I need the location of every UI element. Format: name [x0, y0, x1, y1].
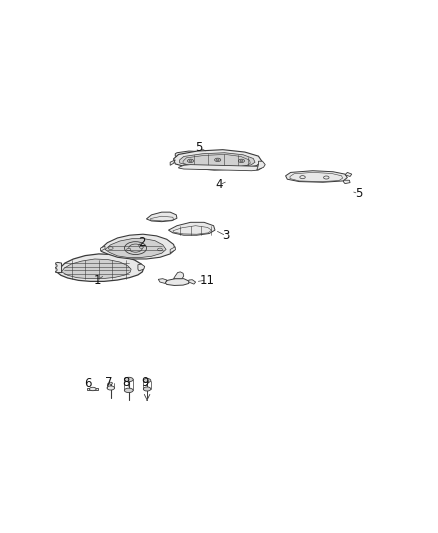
Text: 7: 7	[105, 376, 112, 389]
Text: 4: 4	[215, 179, 223, 191]
Polygon shape	[158, 279, 167, 284]
Ellipse shape	[127, 248, 131, 251]
Text: 2: 2	[138, 236, 146, 248]
Polygon shape	[343, 180, 350, 184]
Polygon shape	[101, 234, 175, 259]
Text: 8: 8	[122, 376, 130, 390]
Ellipse shape	[51, 268, 57, 272]
Ellipse shape	[143, 378, 151, 383]
Polygon shape	[57, 254, 144, 281]
Polygon shape	[173, 150, 262, 170]
Polygon shape	[87, 388, 98, 390]
Polygon shape	[257, 161, 265, 170]
Ellipse shape	[89, 387, 96, 391]
Ellipse shape	[124, 388, 133, 393]
Polygon shape	[51, 262, 61, 272]
Polygon shape	[138, 264, 145, 271]
Ellipse shape	[143, 387, 151, 391]
Ellipse shape	[189, 160, 192, 161]
Polygon shape	[61, 259, 131, 279]
Polygon shape	[169, 222, 215, 235]
Ellipse shape	[216, 159, 219, 161]
Polygon shape	[170, 160, 175, 165]
Text: 5: 5	[355, 187, 362, 200]
Ellipse shape	[51, 264, 57, 268]
Polygon shape	[180, 153, 255, 168]
Text: 11: 11	[199, 273, 214, 287]
Polygon shape	[173, 272, 184, 279]
Polygon shape	[286, 171, 347, 182]
Ellipse shape	[124, 377, 133, 382]
Polygon shape	[146, 212, 177, 222]
Text: 1: 1	[93, 273, 101, 287]
Polygon shape	[189, 280, 196, 284]
Polygon shape	[165, 279, 189, 286]
Polygon shape	[101, 246, 105, 251]
Ellipse shape	[129, 244, 142, 252]
Ellipse shape	[109, 382, 113, 384]
Text: 3: 3	[223, 229, 230, 243]
Text: 6: 6	[84, 377, 92, 390]
Ellipse shape	[139, 246, 143, 248]
Text: 5: 5	[195, 141, 203, 154]
Polygon shape	[179, 165, 262, 171]
Text: 9: 9	[141, 376, 148, 389]
Polygon shape	[105, 239, 166, 257]
Polygon shape	[175, 151, 197, 158]
Polygon shape	[345, 172, 352, 176]
Ellipse shape	[107, 386, 114, 390]
Ellipse shape	[240, 160, 243, 161]
Polygon shape	[170, 247, 175, 253]
